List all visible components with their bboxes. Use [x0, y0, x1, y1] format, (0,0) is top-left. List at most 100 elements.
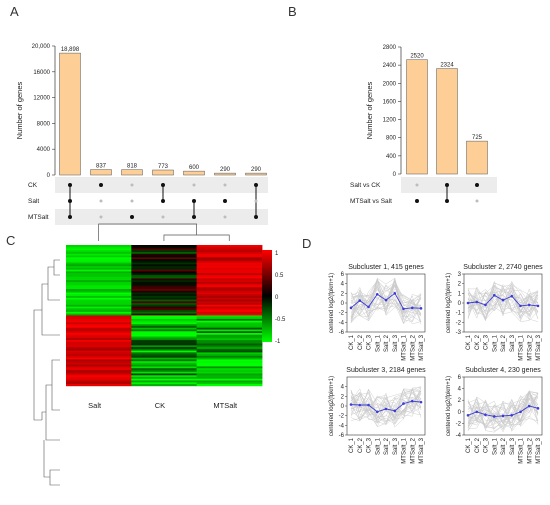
matrix-dot-active: [68, 183, 72, 187]
heatmap-cell: [66, 373, 132, 376]
y-axis-title: centered log2(fpkm+1): [329, 376, 335, 436]
mean-trend-point: [419, 400, 423, 404]
y-tick-label: 2: [341, 291, 345, 297]
mean-trend-point: [349, 306, 353, 310]
heatmap-cell: [196, 347, 263, 350]
mean-trend-point: [402, 402, 405, 405]
x-tick-label: CK_1: [466, 437, 472, 453]
heatmap-cell: [66, 377, 132, 380]
heatmap-cell: [131, 271, 198, 274]
heatmap-cell: [66, 267, 132, 271]
heatmap-cell: [196, 373, 263, 376]
heatmap-cell: [131, 267, 198, 271]
heatmap-cell: [131, 348, 198, 351]
x-tick-label: CK_2: [475, 334, 481, 350]
heatmap-cell: [131, 273, 198, 276]
row-dendrogram: [33, 259, 60, 486]
bar: [152, 169, 174, 176]
heatmap-cell: [196, 266, 263, 269]
heatmap-cell: [196, 271, 263, 274]
mean-trend-point: [419, 307, 423, 310]
mean-trend-point: [475, 300, 479, 304]
heatmap-cell: [196, 371, 263, 374]
bar: [183, 170, 205, 176]
x-tick-label: Salt_1: [375, 437, 381, 455]
panel-letter-c: C: [6, 233, 15, 248]
heatmap-cell: [66, 378, 132, 381]
heatmap-cell: [66, 322, 132, 325]
heatmap-cell: [131, 377, 198, 380]
x-tick-label: MTSalt_1: [519, 437, 525, 463]
gene-trace-line: [467, 396, 539, 427]
heatmap-cell: [131, 259, 198, 262]
y-tick-label: -2: [456, 421, 462, 427]
gene-trace-line: [350, 391, 422, 425]
gene-trace-line: [467, 284, 539, 321]
matrix-dot-inactive: [99, 215, 103, 219]
heatmap-cell: [66, 303, 132, 306]
y-tick-label: 2400: [383, 63, 397, 69]
heatmap-cell: [66, 276, 132, 279]
heatmap-cell: [66, 361, 132, 364]
heatmap-cell: [196, 285, 263, 288]
bar: [214, 172, 236, 176]
heatmap-cell: [66, 245, 132, 248]
heatmap-cell: [131, 350, 198, 353]
heatmap-cell: [196, 357, 263, 360]
mean-trend-point: [466, 301, 470, 305]
y-tick-label: 4000: [37, 147, 51, 153]
heatmap-column-label: MTSalt: [213, 401, 238, 410]
line-plots-d: Subcluster 1, 415 genes -6 -4 -2 0 2 4 6 centere…: [329, 264, 543, 464]
x-tick-label: Salt_1: [492, 334, 498, 352]
heatmap-cell: [66, 329, 132, 332]
heatmap-cell: [196, 269, 263, 272]
matrix-dot-active: [130, 215, 134, 219]
heatmap-cell: [196, 245, 263, 248]
bar-value-label: 290: [220, 167, 231, 173]
heatmap-cell: [131, 320, 198, 323]
matrix-dot-active: [192, 199, 196, 203]
heatmap-cell: [66, 359, 132, 362]
heatmap-cell: [66, 246, 132, 249]
heatmap-cell: [131, 357, 198, 360]
heatmap-cell: [131, 250, 198, 253]
x-tick-label: MTSalt_3: [419, 334, 425, 360]
heatmap-cell: [66, 274, 132, 278]
heatmap-cell: [196, 297, 263, 300]
x-tick-label: Salt_2: [384, 437, 390, 455]
heatmap-cell: [196, 273, 263, 276]
heatmap-cell: [131, 322, 198, 325]
x-tick-label: CK_2: [358, 437, 364, 453]
x-tick-label: MTSalt_2: [410, 437, 416, 463]
heatmap-cell: [66, 371, 132, 374]
heatmap-cell: [66, 341, 132, 344]
heatmap-cell: [131, 354, 198, 357]
heatmap-cell: [131, 338, 198, 341]
heatmap-cell: [66, 350, 132, 353]
heatmap-cell: [131, 266, 198, 269]
heatmap-cell: [131, 371, 198, 374]
heatmap-cell: [66, 285, 132, 288]
gene-trace-line: [467, 291, 539, 313]
heatmap-cell: [196, 303, 263, 306]
mean-trend-point: [527, 303, 531, 307]
x-tick-label: CK_1: [349, 437, 355, 453]
heatmap-cell: [66, 345, 132, 348]
heatmap-cell: [196, 380, 263, 383]
heatmap-cell: [131, 304, 198, 307]
heatmap-cell: [131, 331, 198, 334]
mean-trend-point: [410, 306, 414, 310]
heatmap-cell: [196, 366, 263, 369]
heatmap-cell: [196, 362, 263, 366]
heatmap-cell: [66, 362, 132, 366]
matrix-dot-active: [475, 183, 479, 187]
heatmap-cell: [66, 287, 132, 290]
matrix-dot-active: [68, 199, 72, 203]
mean-trend-point: [484, 303, 487, 307]
heatmap-cell: [131, 281, 198, 285]
heatmap-cell: [196, 361, 263, 364]
heatmap-cell: [131, 324, 198, 327]
bar-value-label: 290: [251, 167, 262, 173]
y-tick-label: 2: [458, 282, 462, 288]
heatmap-cell: [196, 364, 263, 367]
